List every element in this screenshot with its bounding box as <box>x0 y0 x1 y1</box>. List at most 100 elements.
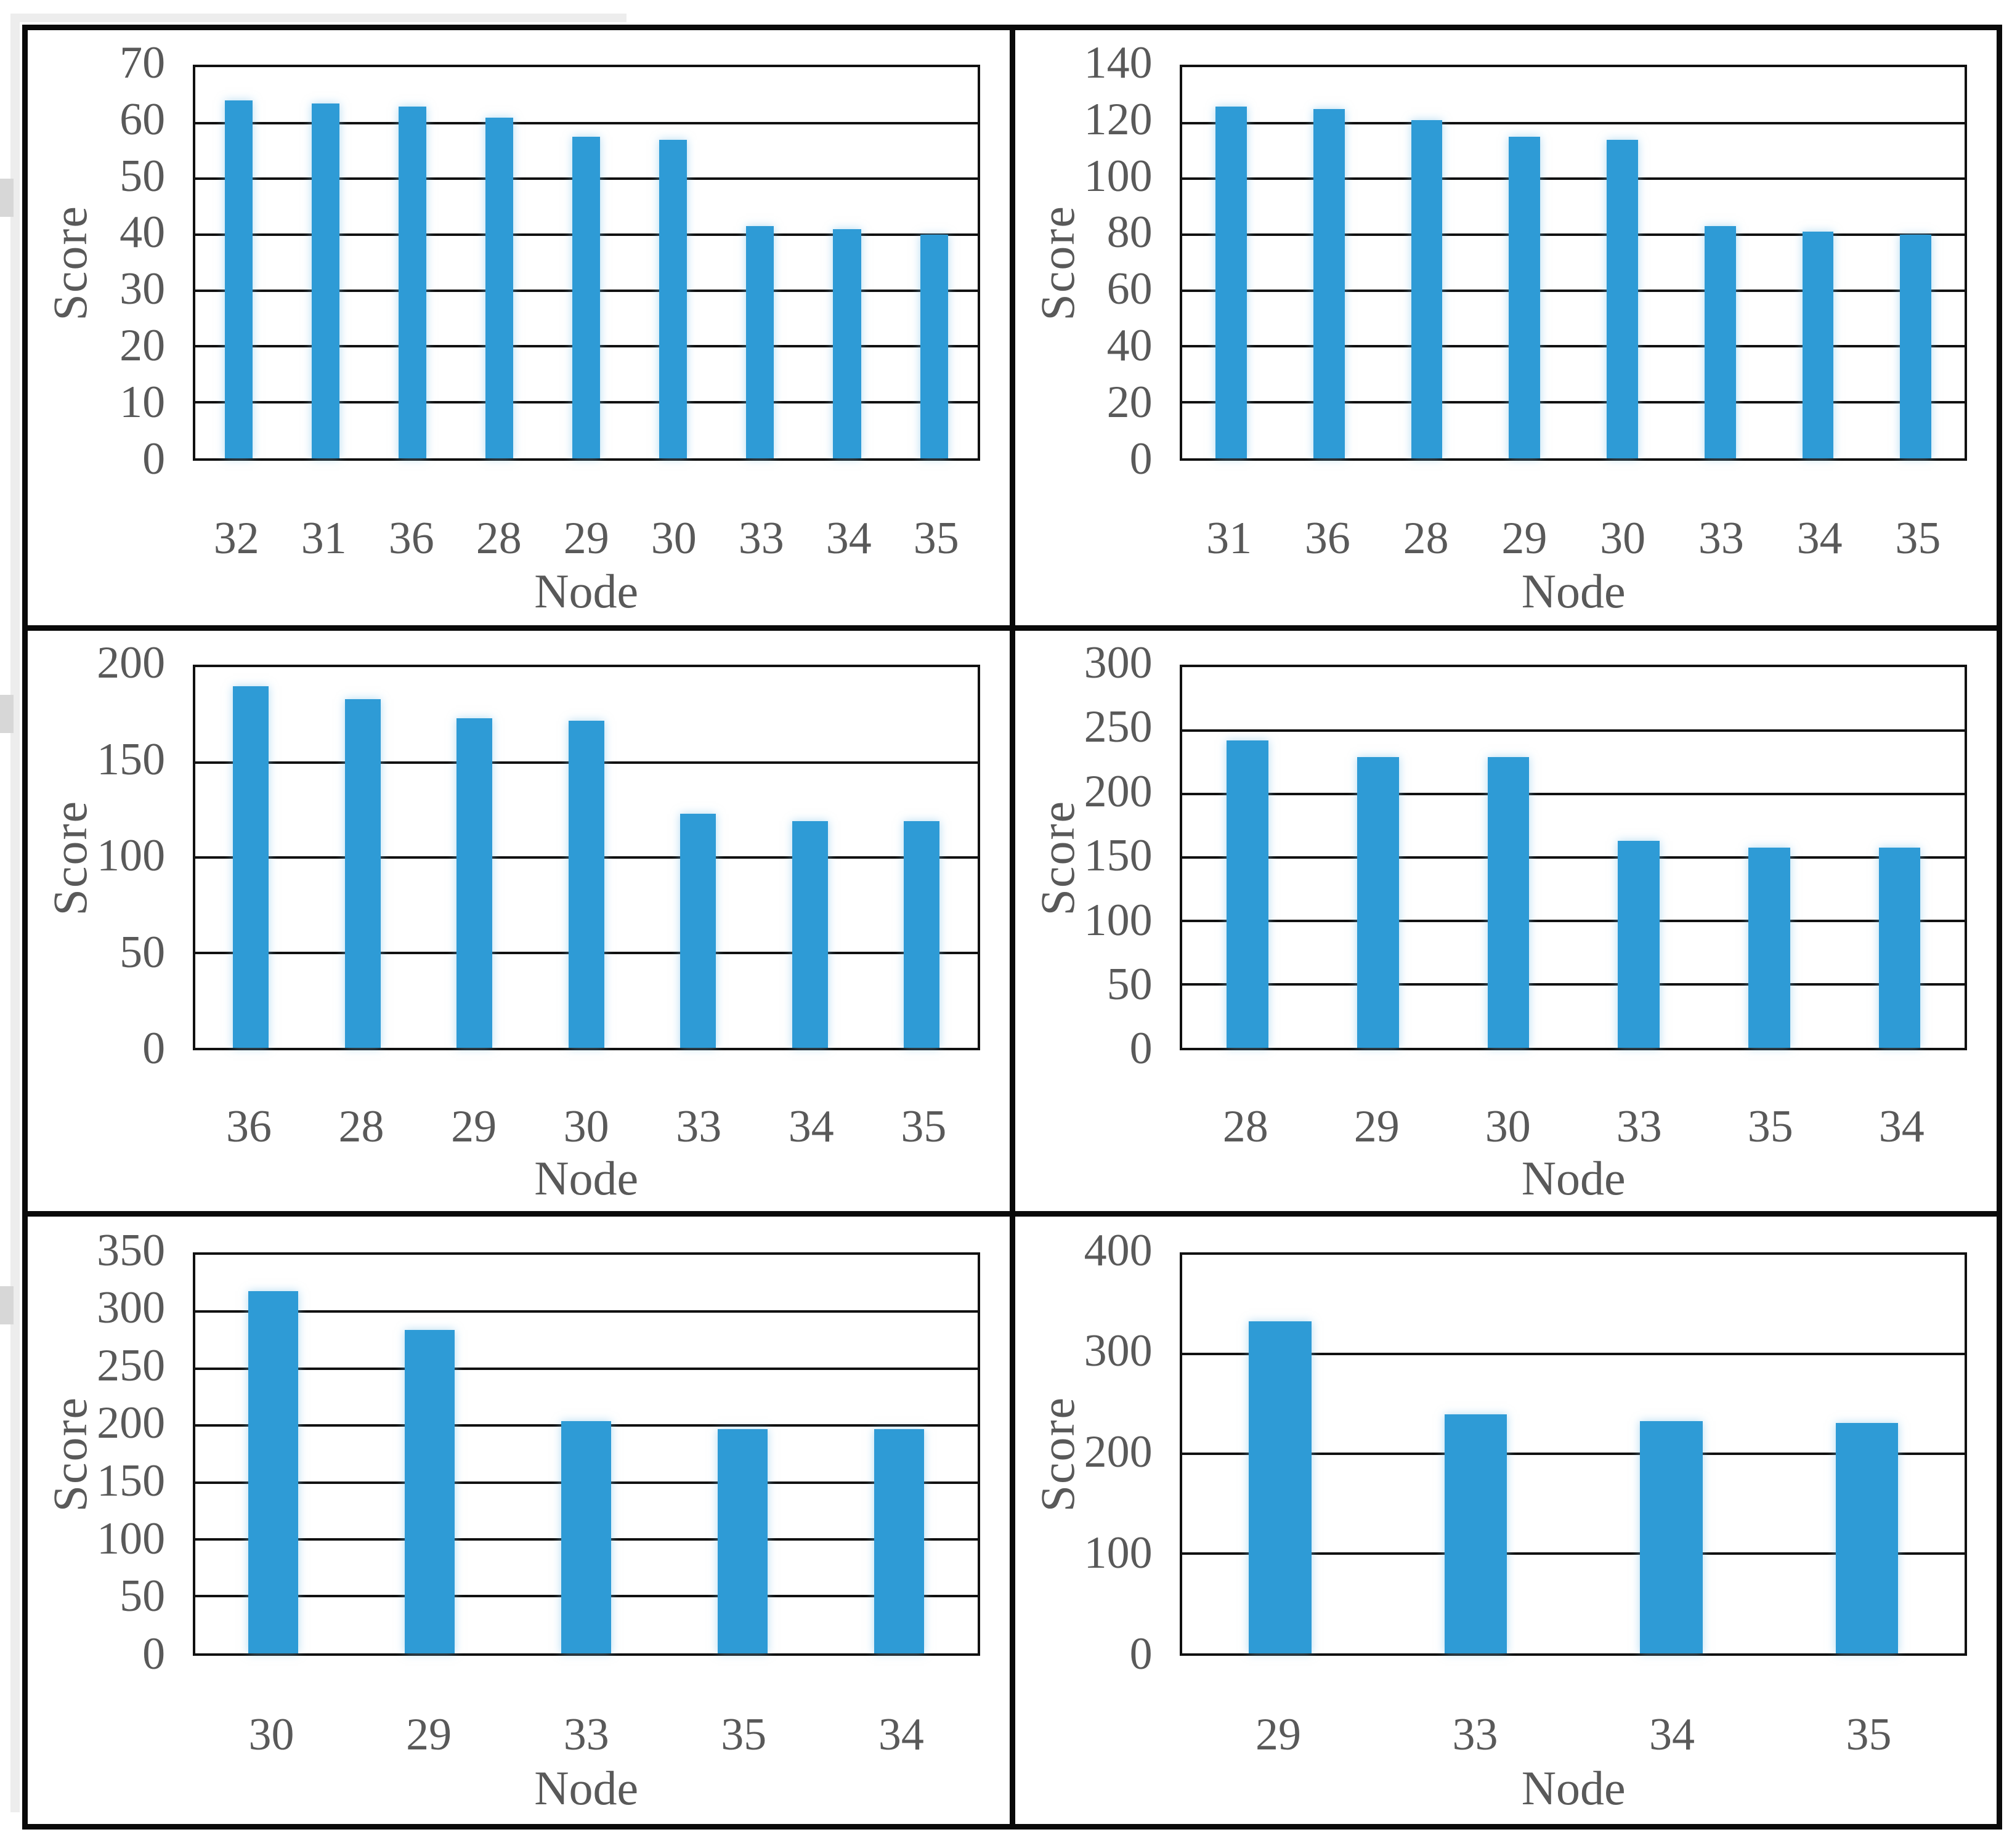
gridline <box>1182 1353 1965 1356</box>
x-tick-label: 29 <box>563 513 609 564</box>
bar <box>1249 1321 1312 1653</box>
x-tick-label: 32 <box>213 513 259 564</box>
y-tick-label: 200 <box>97 1398 166 1449</box>
plot-area <box>192 1252 980 1656</box>
y-tick-label: 0 <box>1129 1023 1153 1074</box>
bar-slot <box>1671 67 1769 458</box>
y-tick-label: 0 <box>1129 1629 1153 1680</box>
bar <box>1444 1414 1507 1653</box>
x-tick-label: 30 <box>1600 513 1646 564</box>
y-tick-label: 40 <box>1106 320 1153 371</box>
bar <box>1215 106 1247 458</box>
x-tick-label: 33 <box>738 513 784 564</box>
scan-edge-tab <box>0 695 14 733</box>
bar <box>792 821 828 1048</box>
y-tick-label: 140 <box>1084 38 1153 89</box>
bar <box>659 139 688 458</box>
x-tick-label: 29 <box>406 1709 452 1760</box>
gridline <box>1182 177 1965 180</box>
chart-panel-bottom-right: Score 0 100 200 300 400 29 33 34 35 Node <box>1015 1217 1997 1824</box>
bar <box>1618 841 1660 1048</box>
bar-slot <box>1835 667 1965 1048</box>
x-axis-title: Node <box>534 1761 639 1815</box>
y-tick-label: 120 <box>1084 94 1153 145</box>
bar <box>224 100 253 458</box>
bar <box>1607 139 1638 458</box>
y-tick-label: 50 <box>1106 959 1153 1010</box>
bar-slot <box>1573 667 1704 1048</box>
bars-container <box>195 67 978 458</box>
bar <box>1878 847 1921 1048</box>
bar-slot <box>1182 667 1313 1048</box>
y-tick-label: 100 <box>97 1513 166 1564</box>
bar-slot <box>803 67 890 458</box>
bars-container <box>195 1255 978 1653</box>
bar-slot <box>1280 67 1378 458</box>
x-tick-label: 34 <box>825 513 872 564</box>
x-tick-label: 35 <box>901 1101 947 1153</box>
bar-slot <box>716 67 803 458</box>
y-tick-label: 50 <box>120 150 166 201</box>
bar <box>1704 226 1736 458</box>
x-axis-title: Node <box>534 1151 639 1206</box>
bar-slot <box>1313 667 1443 1048</box>
y-tick-label: 10 <box>120 376 166 428</box>
y-tick-label: 20 <box>120 320 166 371</box>
plot-area <box>192 65 980 461</box>
gridline <box>195 121 978 124</box>
x-axis-title: Node <box>1521 1151 1626 1206</box>
bar-slot <box>508 1255 665 1653</box>
y-tick-label: 200 <box>1084 1427 1153 1478</box>
chart-panel-mid-left: Score 0 50 100 150 200 36 28 29 30 33 34 35 Node <box>28 631 1010 1212</box>
gridline <box>1182 729 1965 732</box>
x-tick-label: 34 <box>1878 1101 1925 1153</box>
x-tick-label: 35 <box>1895 513 1941 564</box>
bar <box>680 814 716 1048</box>
bar-slot <box>352 1255 508 1653</box>
x-tick-label: 33 <box>1698 513 1744 564</box>
bar-slot <box>642 667 753 1048</box>
y-tick-label: 100 <box>97 830 166 881</box>
x-tick-label: 30 <box>651 513 697 564</box>
bars-container <box>1182 667 1965 1048</box>
x-tick-label: 35 <box>721 1709 767 1760</box>
x-tick-row: 29 33 34 35 <box>1180 1712 1967 1757</box>
y-tick-label: 0 <box>1129 433 1153 484</box>
y-tick-label: 150 <box>97 1456 166 1507</box>
bar-slot <box>195 67 282 458</box>
y-tick-label: 20 <box>1106 376 1153 428</box>
x-tick-label: 28 <box>1403 513 1449 564</box>
bar <box>1411 120 1443 458</box>
y-tick-label: 50 <box>120 1571 166 1622</box>
gridline <box>1182 1453 1965 1456</box>
gridline <box>1182 289 1965 292</box>
plot-area <box>1180 65 1968 461</box>
bar-slot <box>1378 67 1476 458</box>
x-tick-label: 28 <box>338 1101 384 1153</box>
x-tick-row: 36 28 29 30 33 34 35 <box>193 1104 980 1149</box>
chart-panel-mid-right: Score 0 50 100 150 200 250 300 28 29 30 33 35 34 Node <box>1015 631 1997 1212</box>
x-tick-label: 31 <box>1206 513 1252 564</box>
gridline <box>1182 121 1965 124</box>
x-tick-label: 33 <box>563 1709 609 1760</box>
x-axis-title: Node <box>534 564 639 618</box>
bar <box>746 226 774 458</box>
bar <box>718 1429 768 1653</box>
y-tick-label: 100 <box>1084 150 1153 201</box>
y-tick-label: 70 <box>120 38 166 89</box>
y-tick-label: 200 <box>1084 766 1153 817</box>
y-tick-label: 300 <box>1084 637 1153 688</box>
x-tick-label: 34 <box>1649 1709 1695 1760</box>
x-tick-label: 33 <box>1616 1101 1662 1153</box>
bar-slot <box>530 667 642 1048</box>
plot-area <box>192 664 980 1051</box>
bar <box>1900 235 1932 458</box>
bar-slot <box>1573 1255 1769 1653</box>
figure-grid: Score 0 10 20 30 40 50 60 70 32 31 36 28 29 30 33 34 35 No… <box>22 25 2002 1830</box>
y-tick-label: 0 <box>142 1629 166 1680</box>
x-tick-label: 31 <box>301 513 347 564</box>
bar-slot <box>195 667 307 1048</box>
x-tick-row: 30 29 33 35 34 <box>193 1712 980 1757</box>
x-tick-label: 34 <box>1796 513 1843 564</box>
x-tick-label: 36 <box>388 513 434 564</box>
